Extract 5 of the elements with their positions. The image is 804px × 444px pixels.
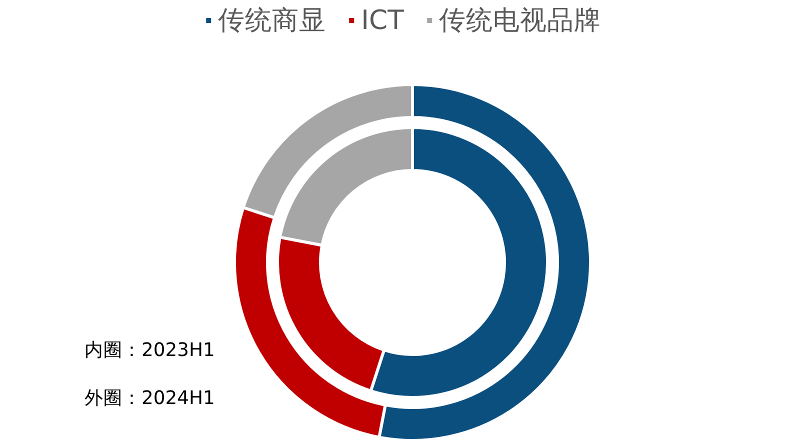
legend-label: 传统商显 <box>218 4 326 38</box>
text: 外圈：2024H1 <box>84 388 215 409</box>
text: 内圈：2023H1 <box>84 340 215 361</box>
legend-label: 传统电视品牌 <box>438 4 601 38</box>
legend-label: ICT <box>361 4 404 36</box>
